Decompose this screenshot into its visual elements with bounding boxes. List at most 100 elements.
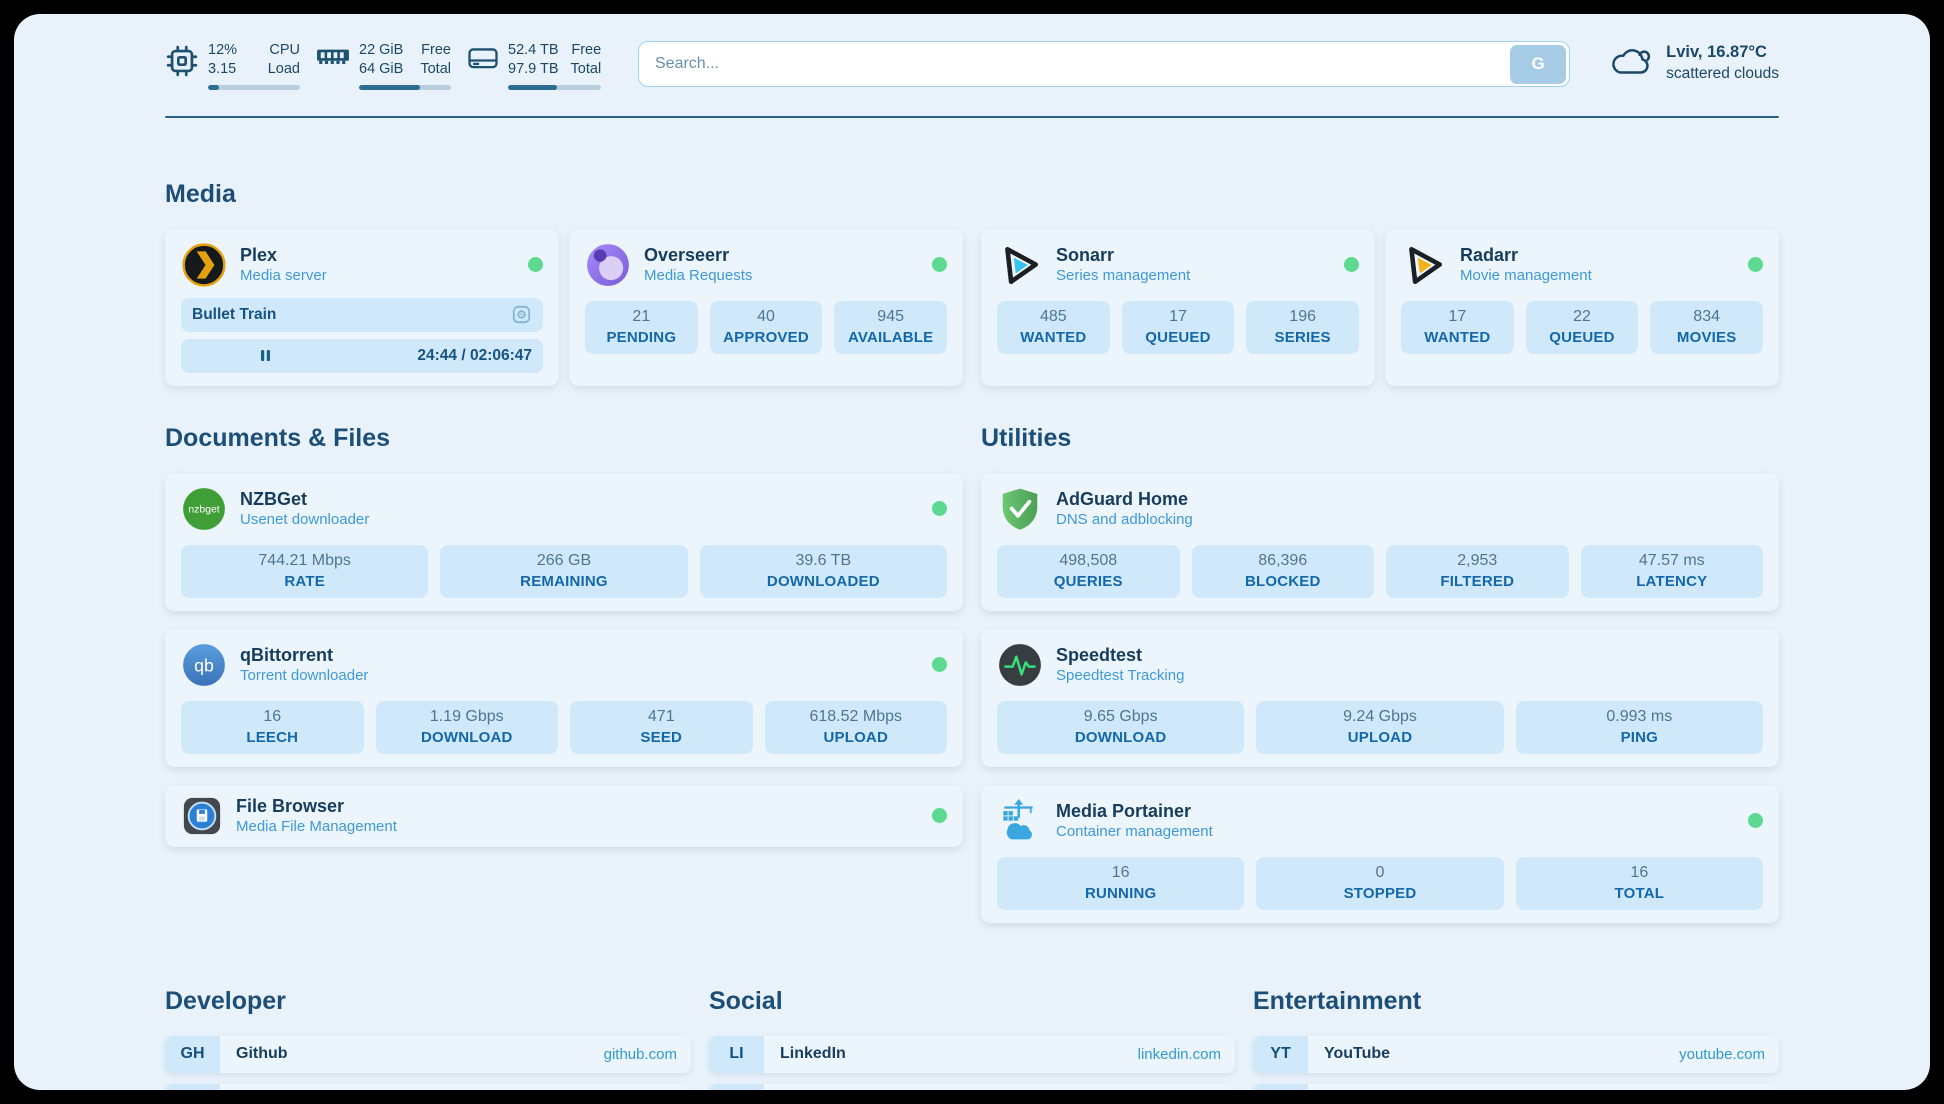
stat-tile: 39.6 TB DOWNLOADED bbox=[699, 544, 947, 598]
link-name: LinkedIn bbox=[780, 1045, 846, 1063]
stat-tile: 16 RUNNING bbox=[997, 856, 1245, 910]
stat-tile: 471 SEED bbox=[570, 700, 753, 754]
stat-tile: 1.19 Gbps DOWNLOAD bbox=[375, 700, 558, 754]
link-tag: GH bbox=[165, 1035, 220, 1073]
app-name: Speedtest bbox=[1056, 644, 1143, 665]
playback-progress-bar: 24:44 / 02:06:47 bbox=[181, 338, 543, 373]
app-card-speedtest[interactable]: Speedtest Speedtest Tracking 9.65 Gbps D… bbox=[981, 628, 1779, 767]
portainer-icon bbox=[997, 798, 1043, 844]
svg-text:qb: qb bbox=[194, 655, 214, 675]
links-column-social: Social LI LinkedIn linkedin.com TW Twitt… bbox=[709, 987, 1235, 1090]
link-row-netflix[interactable]: NF Netflix netflix.com bbox=[1253, 1083, 1779, 1090]
link-tag: NF bbox=[1253, 1083, 1308, 1090]
stat-label: BLOCKED bbox=[1244, 572, 1321, 590]
app-subtitle: Container management bbox=[1056, 823, 1213, 841]
stat-value: 266 GB bbox=[536, 551, 592, 569]
weather-widget: Lviv, 16.87°C scattered clouds bbox=[1608, 41, 1779, 83]
stat-tile: 618.52 Mbps UPLOAD bbox=[764, 700, 947, 754]
link-tag: YT bbox=[1253, 1035, 1308, 1073]
stat-value: 9.65 Gbps bbox=[1083, 707, 1158, 725]
stat-value: 39.6 TB bbox=[795, 551, 852, 569]
overseerr-icon bbox=[585, 242, 631, 288]
stat-label: AVAILABLE bbox=[847, 328, 934, 346]
nzbget-icon: nzbget bbox=[181, 486, 227, 532]
playback-time: 24:44 / 02:06:47 bbox=[417, 346, 532, 364]
stat-label: DOWNLOAD bbox=[1074, 728, 1167, 746]
app-name: Sonarr bbox=[1056, 244, 1115, 265]
stat-value: 744.21 Mbps bbox=[258, 551, 351, 569]
link-url: github.com bbox=[603, 1045, 677, 1063]
app-card-portainer[interactable]: Media Portainer Container management 16 … bbox=[981, 784, 1779, 923]
stat-value: 9.24 Gbps bbox=[1343, 707, 1417, 725]
link-row-linkedin[interactable]: LI LinkedIn linkedin.com bbox=[709, 1035, 1235, 1073]
app-subtitle: Speedtest Tracking bbox=[1056, 667, 1185, 685]
app-card-nzbget[interactable]: nzbget NZBGet Usenet downloader 74 bbox=[165, 472, 963, 611]
link-row-stackoverflow[interactable]: SO StackOverflow stackoverflow.com bbox=[165, 1083, 691, 1090]
qbittorrent-icon: qb bbox=[181, 642, 227, 688]
radarr-icon bbox=[1401, 242, 1447, 288]
app-card-radarr[interactable]: Radarr Movie management 17 WANTED 22 QUE… bbox=[1385, 228, 1779, 386]
app-card-overseerr[interactable]: Overseerr Media Requests 21 PENDING 40 A… bbox=[569, 228, 963, 386]
stat-value: 16 bbox=[263, 707, 282, 725]
dashboard-screen: 12% CPU 3.15 Load bbox=[14, 14, 1930, 1090]
disk-icon bbox=[467, 44, 499, 77]
stat-tile: 485 WANTED bbox=[997, 300, 1110, 354]
stat-value: 17 bbox=[1448, 307, 1467, 325]
svg-text:nzbget: nzbget bbox=[188, 504, 219, 515]
section-title-documents: Documents & Files bbox=[165, 423, 391, 452]
filebrowser-icon bbox=[181, 795, 223, 837]
stat-value: 0 bbox=[1375, 863, 1385, 881]
app-subtitle: Media server bbox=[240, 267, 327, 285]
stat-value: 16 bbox=[1111, 863, 1130, 881]
stat-tile: 0 STOPPED bbox=[1256, 856, 1504, 910]
disk-label-bottom: Total bbox=[570, 60, 602, 77]
app-subtitle: Series management bbox=[1056, 267, 1191, 285]
stat-tile: 16 LEECH bbox=[181, 700, 364, 754]
links-column-entertainment: Entertainment YT YouTube youtube.com NF … bbox=[1253, 987, 1779, 1090]
status-dot bbox=[1748, 813, 1763, 829]
link-row-youtube[interactable]: YT YouTube youtube.com bbox=[1253, 1035, 1779, 1073]
link-row-github[interactable]: GH Github github.com bbox=[165, 1035, 691, 1073]
system-stats: 12% CPU 3.15 Load bbox=[165, 41, 602, 90]
stat-value: 86,396 bbox=[1258, 551, 1308, 569]
stat-label: UPLOAD bbox=[1347, 728, 1413, 746]
app-name: qBittorrent bbox=[240, 644, 333, 665]
search-input[interactable] bbox=[638, 41, 1571, 87]
disk-total-value: 97.9 TB bbox=[508, 60, 559, 77]
link-url: youtube.com bbox=[1679, 1045, 1765, 1063]
cpu-load-value: 3.15 bbox=[208, 60, 237, 77]
plex-icon bbox=[181, 242, 227, 288]
app-name: Plex bbox=[240, 244, 278, 265]
stat-tile: 21 PENDING bbox=[585, 300, 698, 354]
cpu-progress-fill bbox=[208, 84, 220, 90]
link-tag: LI bbox=[709, 1035, 764, 1073]
speedtest-icon bbox=[997, 642, 1043, 688]
stat-label: LEECH bbox=[246, 728, 299, 746]
stat-tile: 16 TOTAL bbox=[1515, 856, 1763, 910]
app-card-sonarr[interactable]: Sonarr Series management 485 WANTED 17 Q… bbox=[981, 228, 1375, 386]
memory-stat: 22 GiB Free 64 GiB Total bbox=[316, 41, 451, 90]
app-card-filebrowser[interactable]: File Browser Media File Management bbox=[165, 784, 963, 847]
stat-label: SERIES bbox=[1274, 328, 1331, 346]
stat-value: 2,953 bbox=[1457, 551, 1498, 569]
app-card-qbittorrent[interactable]: qb qBittorrent Torrent downloader bbox=[165, 628, 963, 767]
link-row-twitter[interactable]: TW Twitter twitter.com bbox=[709, 1083, 1235, 1090]
link-name: Twitter bbox=[764, 1084, 831, 1090]
stat-tile: 86,396 BLOCKED bbox=[1191, 544, 1374, 598]
stat-label: RUNNING bbox=[1084, 884, 1157, 902]
stat-value: 47.57 ms bbox=[1638, 551, 1705, 569]
stat-tile: 0.993 ms PING bbox=[1515, 700, 1763, 754]
section-title-developer: Developer bbox=[165, 986, 286, 1015]
link-url: netflix.com bbox=[1693, 1084, 1779, 1090]
app-card-adguard[interactable]: AdGuard Home DNS and adblocking 498,508 … bbox=[981, 472, 1779, 611]
status-dot bbox=[932, 501, 947, 517]
cast-icon[interactable] bbox=[511, 304, 532, 325]
stat-label: WANTED bbox=[1424, 328, 1491, 346]
app-card-plex[interactable]: Plex Media server Bullet Train bbox=[165, 228, 559, 386]
memory-free-value: 22 GiB bbox=[359, 42, 404, 58]
status-dot bbox=[1748, 257, 1763, 273]
stat-label: UPLOAD bbox=[823, 728, 889, 746]
search-bar: G bbox=[638, 41, 1571, 87]
search-engine-button[interactable]: G bbox=[1510, 44, 1567, 84]
pause-icon bbox=[260, 349, 271, 362]
